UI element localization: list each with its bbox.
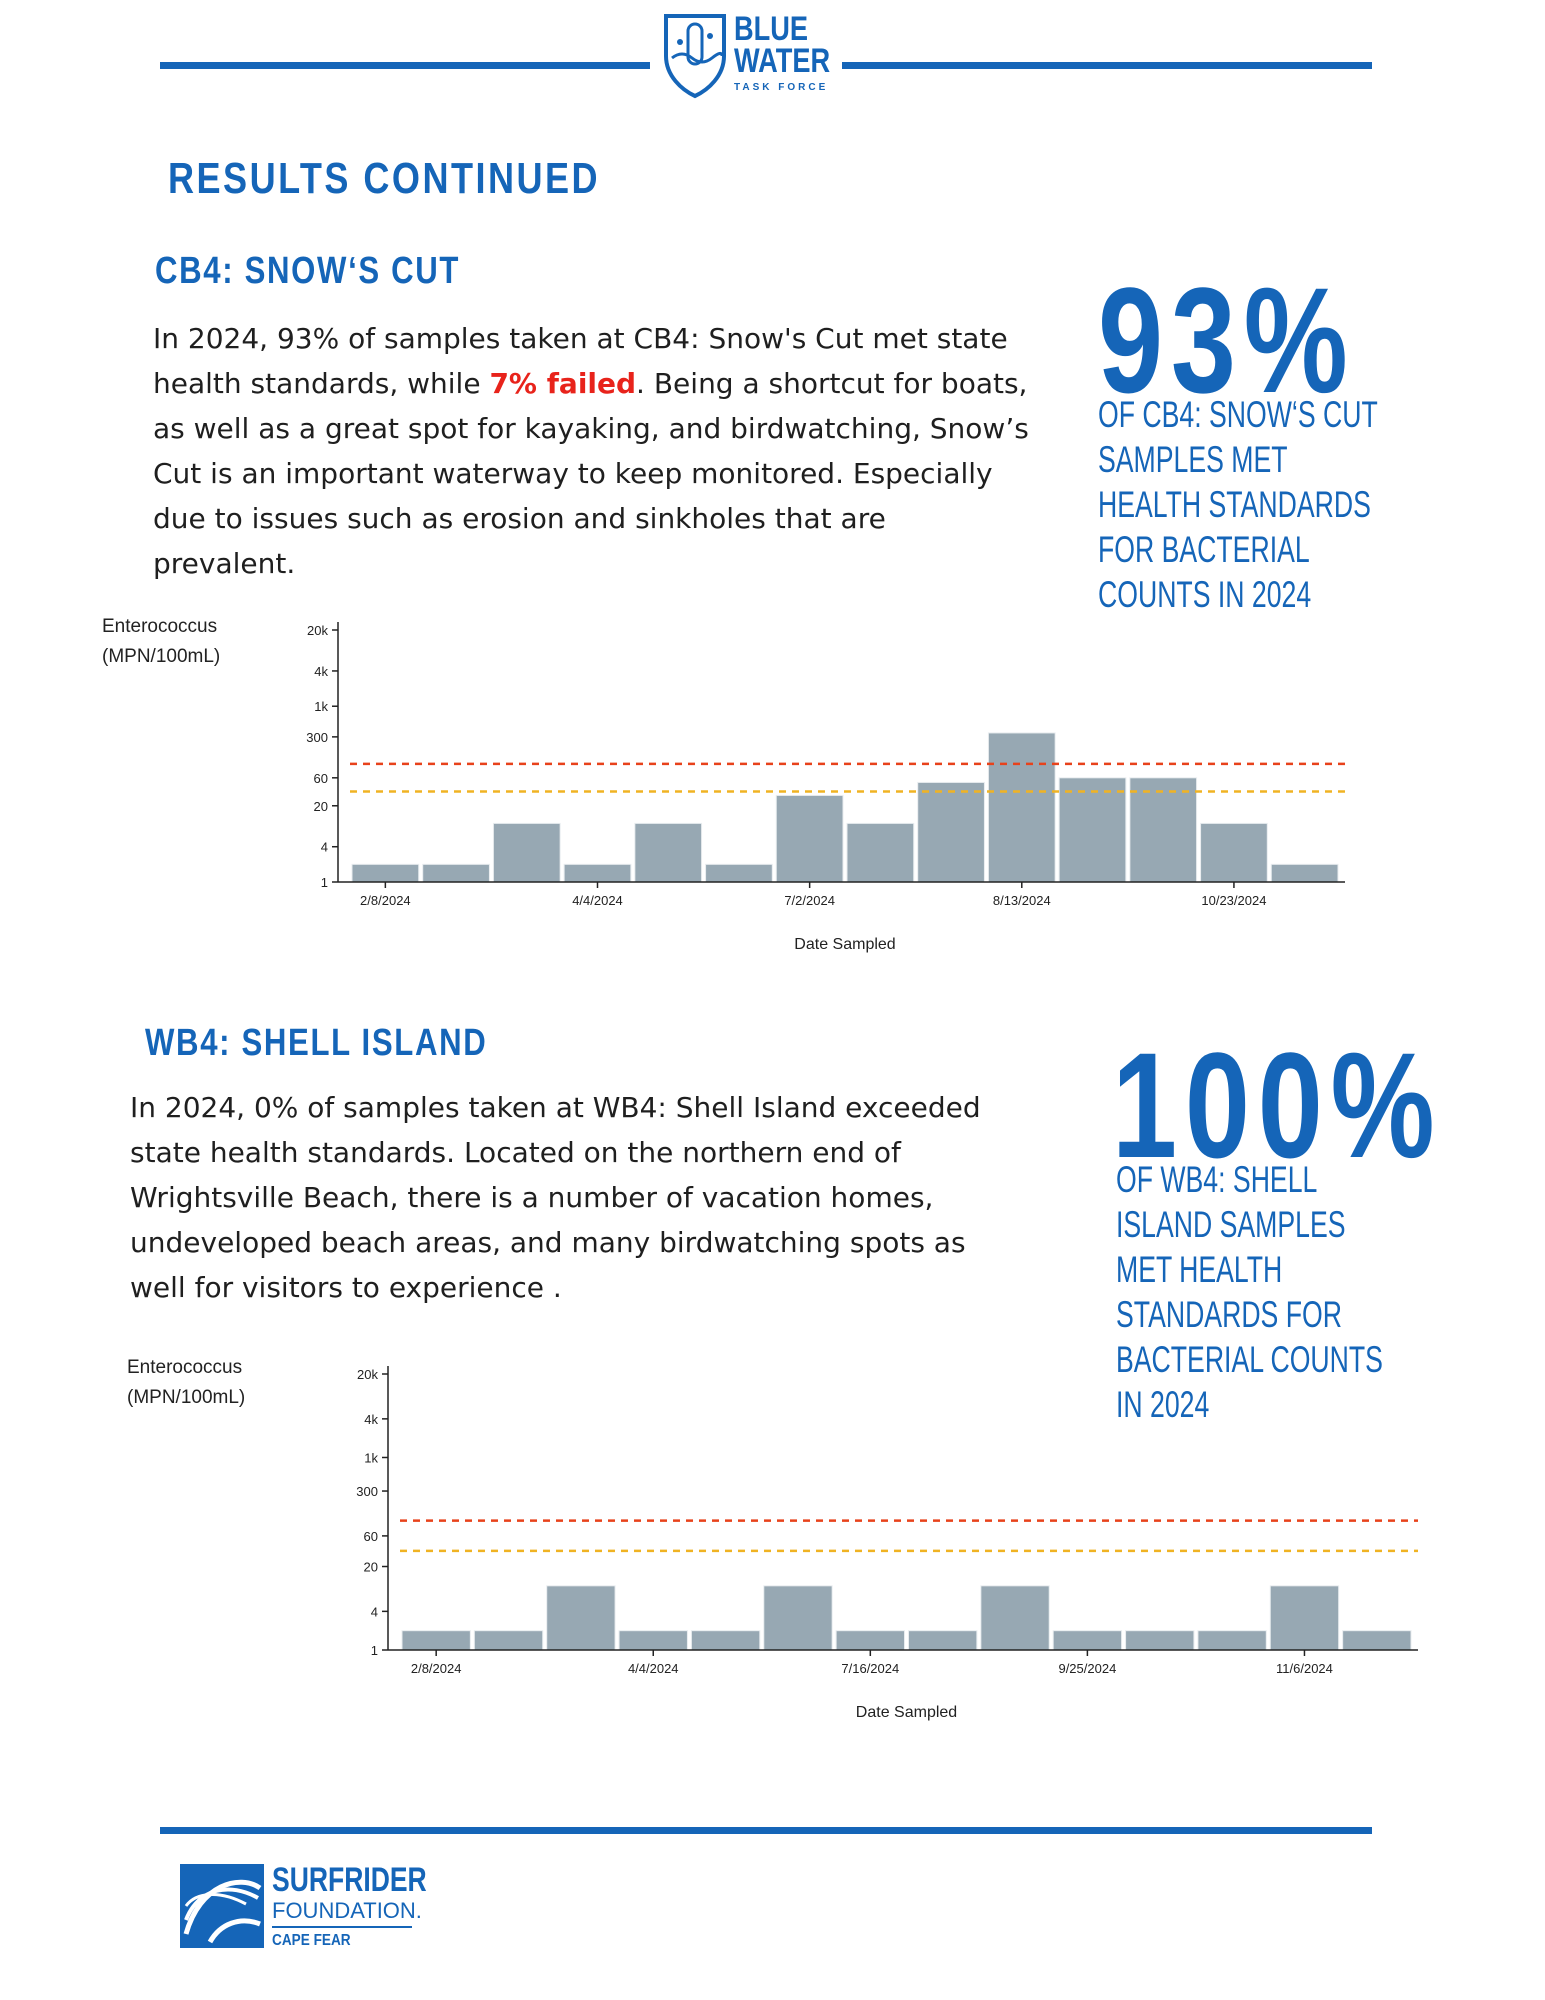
y-tick-label: 1k: [364, 1450, 378, 1465]
page-title: RESULTS CONTINUED: [168, 154, 601, 203]
x-axis-label: Date Sampled: [856, 1704, 957, 1721]
x-tick-label: 9/25/2024: [1058, 1661, 1116, 1676]
bar: [351, 863, 420, 883]
ylabel-line1: Enterococcus: [127, 1357, 243, 1378]
chart2-ylabel: Enterococcus (MPN/100mL): [127, 1353, 245, 1413]
chart1-ylabel: Enterococcus (MPN/100mL): [102, 612, 220, 672]
logo-line-water: WATER: [734, 42, 831, 80]
y-tick-label: 4k: [364, 1412, 378, 1427]
y-tick-label: 20k: [357, 1367, 378, 1382]
bar: [473, 1630, 544, 1651]
y-tick-label: 300: [306, 730, 328, 745]
surfrider-logo: SURFRIDER FOUNDATION. CAPE FEAR: [180, 1862, 440, 1958]
blue-water-logo: BLUE WATER TASK FORCE: [662, 12, 832, 102]
y-tick-label: 300: [356, 1484, 378, 1499]
x-tick-label: 8/13/2024: [993, 893, 1051, 908]
bar: [1125, 1630, 1195, 1651]
bar: [1270, 863, 1339, 883]
x-tick-label: 4/4/2024: [572, 893, 623, 908]
y-tick-label: 60: [364, 1529, 378, 1544]
bar: [634, 822, 703, 883]
bar: [690, 1630, 761, 1651]
ylabel-line2: (MPN/100mL): [102, 646, 221, 667]
surfrider-line1: SURFRIDER: [272, 1861, 427, 1899]
x-tick-label: 4/4/2024: [628, 1661, 679, 1676]
bar: [908, 1630, 978, 1651]
ylabel-line2: (MPN/100mL): [127, 1387, 246, 1408]
bar: [835, 1630, 905, 1651]
y-tick-label: 4: [371, 1604, 378, 1619]
bar: [980, 1585, 1050, 1651]
bar: [775, 794, 844, 883]
bar: [422, 863, 490, 883]
y-tick-label: 1: [321, 875, 328, 890]
stat-caption-cb4: of CB4: Snow‘s Cut samples met health st…: [1098, 394, 1378, 615]
x-axis-label: Date Sampled: [794, 936, 895, 953]
shield-icon: [664, 14, 726, 99]
bar: [1342, 1630, 1412, 1651]
header-rule-left: [160, 62, 650, 69]
bar: [618, 1630, 688, 1651]
bar: [1129, 777, 1198, 883]
bar: [401, 1630, 471, 1651]
y-tick-label: 1: [371, 1643, 378, 1658]
x-tick-label: 7/2/2024: [784, 893, 835, 908]
wave-icon: [180, 1864, 264, 1948]
bar: [1269, 1585, 1340, 1651]
bar: [1197, 1630, 1267, 1651]
surfrider-line2: FOUNDATION.: [272, 1898, 422, 1923]
bar: [1052, 1630, 1123, 1651]
stat-value-wb4: 100%: [1112, 1021, 1443, 1189]
y-tick-label: 4k: [314, 664, 328, 679]
x-tick-label: 2/8/2024: [360, 893, 411, 908]
stat-value-cb4: 93%: [1098, 256, 1356, 424]
x-tick-label: 7/16/2024: [841, 1661, 899, 1676]
body-text: In 2024, 93% of samples taken at CB4: Sn…: [153, 322, 1008, 400]
header-rule-right: [842, 62, 1372, 69]
bar: [987, 732, 1056, 883]
surfrider-line3: CAPE FEAR: [272, 1932, 351, 1949]
body-text: . Being a shortcut for boats, as well as…: [153, 367, 1029, 580]
surfrider-divider: [272, 1926, 412, 1928]
bar: [1058, 777, 1127, 883]
y-tick-label: 1k: [314, 699, 328, 714]
section-title-wb4: WB4: SHELL ISLAND: [145, 1022, 488, 1064]
ylabel-line1: Enterococcus: [102, 616, 218, 637]
footer-rule: [160, 1827, 1372, 1834]
section-body-cb4: In 2024, 93% of samples taken at CB4: Sn…: [153, 316, 1033, 586]
bar: [546, 1585, 616, 1651]
y-tick-label: 4: [321, 840, 328, 855]
logo-line-blue: BLUE: [734, 10, 809, 48]
stat-caption-wb4: of WB4: Shell Island samples met health …: [1116, 1159, 1383, 1425]
section-title-cb4: CB4: SNOW‘S CUT: [155, 250, 461, 292]
y-tick-label: 60: [314, 771, 328, 786]
x-tick-label: 11/6/2024: [1276, 1661, 1333, 1676]
chart-wb4: 1 4 20 60 300 1k 4k 20k 2/8/2024 4/4/2024 7/16/202…: [356, 1366, 1418, 1721]
y-tick-label: 20: [314, 799, 328, 814]
y-tick-label: 20: [364, 1560, 378, 1575]
x-tick-label: 10/23/2024: [1201, 893, 1266, 908]
bar: [917, 781, 985, 883]
failed-highlight: 7% failed: [489, 367, 637, 400]
bar: [705, 863, 773, 883]
chart-cb4: 1 4 20 60 300 1k 4k 20k 2/8/2024 4/4/2024 7/2/2024…: [306, 622, 1345, 953]
x-tick-label: 2/8/2024: [411, 1661, 462, 1676]
bar: [1200, 822, 1268, 883]
y-tick-label: 20k: [307, 623, 328, 638]
bar: [763, 1585, 833, 1651]
bar: [492, 822, 561, 883]
bar: [563, 863, 632, 883]
section-body-wb4: In 2024, 0% of samples taken at WB4: She…: [130, 1091, 981, 1304]
bar: [846, 822, 915, 883]
logo-subtitle: TASK FORCE: [734, 82, 829, 93]
